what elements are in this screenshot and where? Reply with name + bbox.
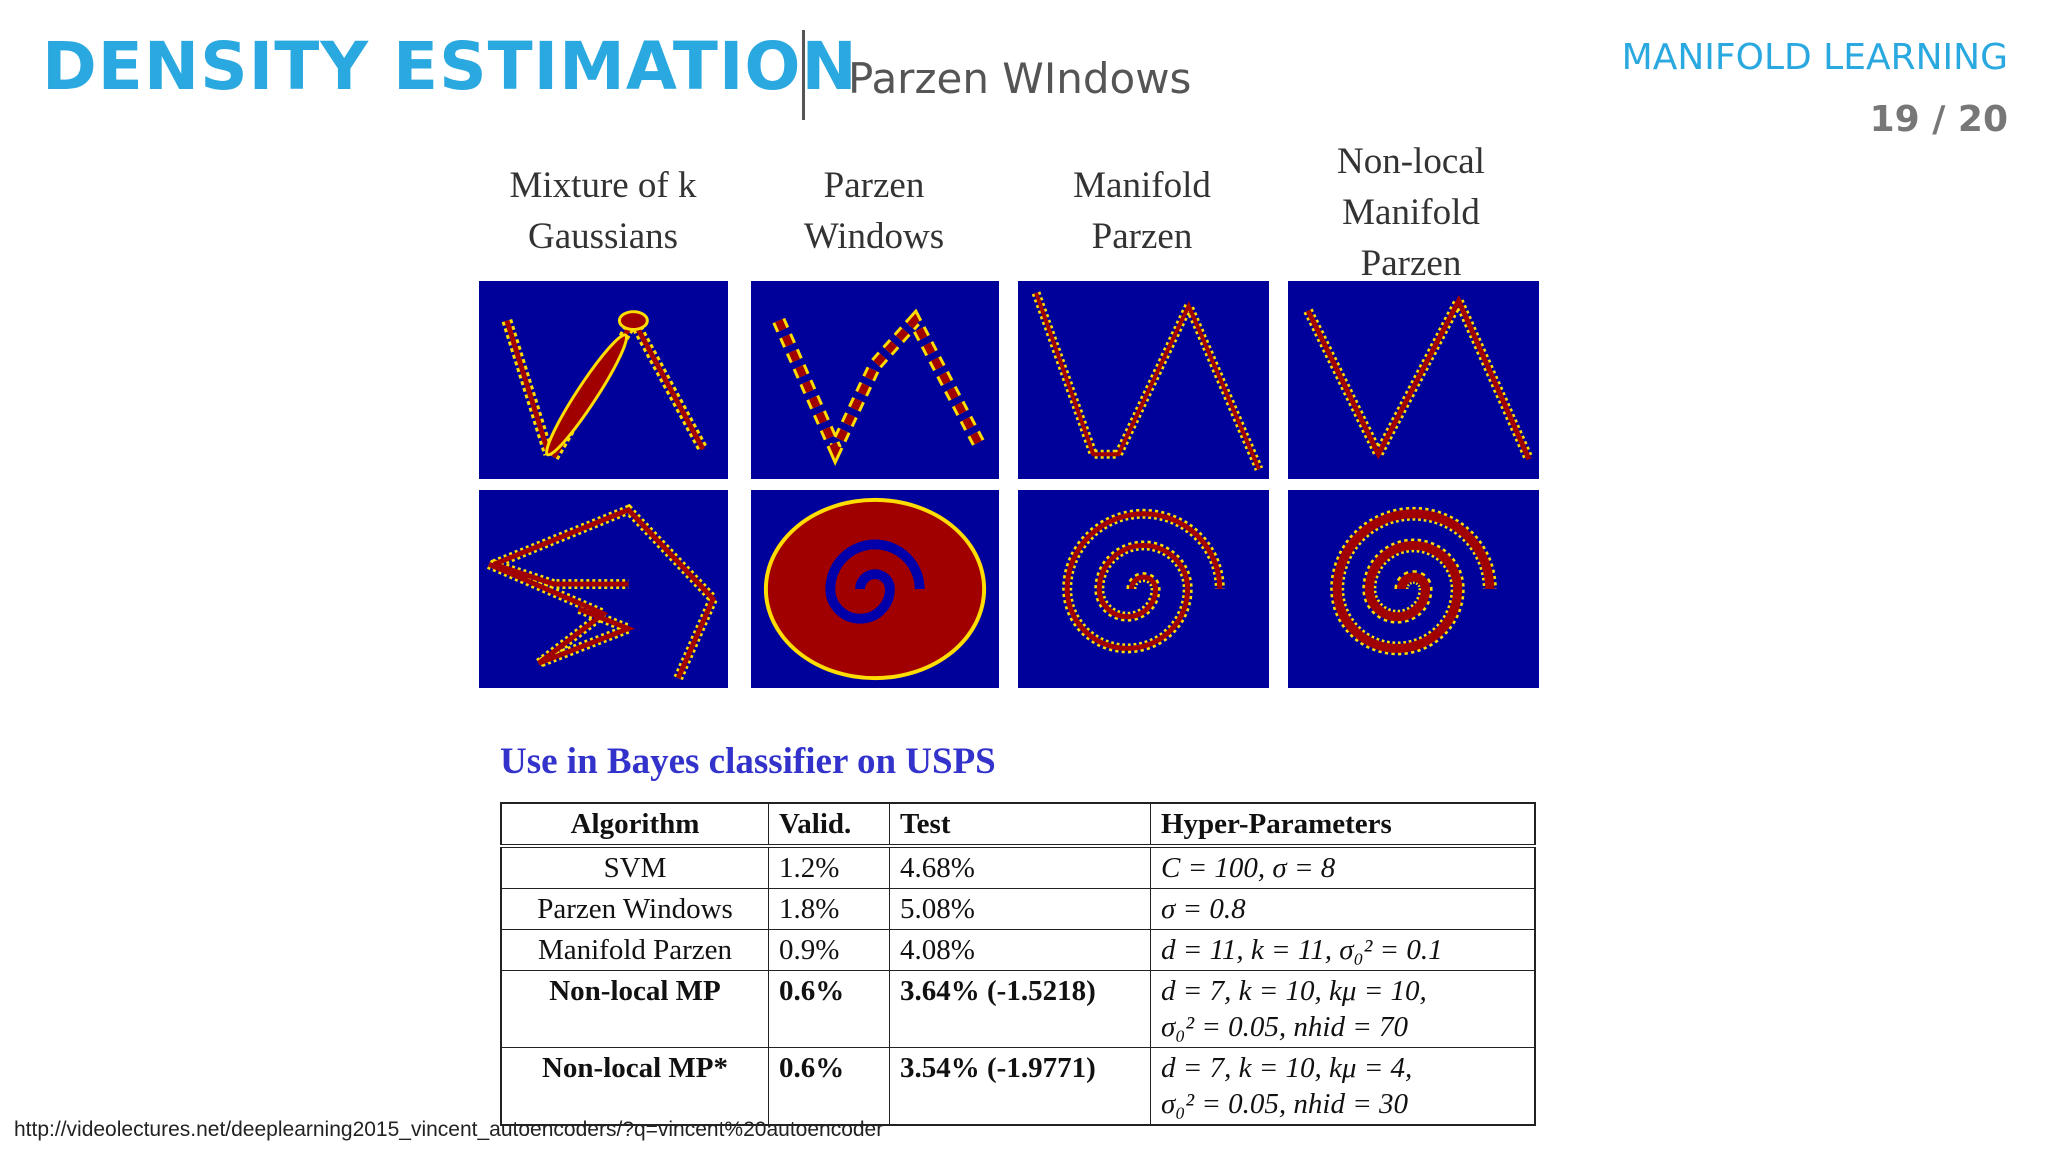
column-heading-line: Parzen [1091,216,1193,257]
table-header-row: Algorithm Valid. Test Hyper-Parameters [500,802,1536,848]
hyper-line: C = 100, σ = 8 [1161,852,1336,884]
header-hyper-parameters: Hyper-Parameters [1150,802,1536,848]
table-row: SVM 1.2% 4.68% C = 100, σ = 8 [500,845,1536,889]
hyper-line: d = 7, k = 10, kμ = 10, [1161,975,1427,1007]
column-heading-mixture: Mixture of k Gaussians [480,160,726,262]
header-test: Test [889,802,1151,848]
hyper-cell: d = 7, k = 10, kμ = 4, σ₀² = 0.05, nhid … [1150,1047,1536,1126]
algorithm-cell: Non-local MP* [500,1047,769,1126]
section-label: MANIFOLD LEARNING [1621,37,2008,78]
column-heading-line: Gaussians [527,216,679,257]
header-algorithm: Algorithm [500,802,769,848]
table-row: Manifold Parzen 0.9% 4.08% d = 11, k = 1… [500,929,1536,971]
table-row: Non-local MP 0.6% 3.64% (-1.5218) d = 7,… [500,970,1536,1048]
test-cell: 3.64% (-1.5218) [889,970,1151,1048]
density-plot-mixture-sinusoid [479,281,728,479]
column-heading-nonlocal: Non-local Manifold Parzen [1288,136,1534,289]
test-cell: 5.08% [889,888,1151,930]
test-cell: 3.54% (-1.9771) [889,1047,1151,1126]
algorithm-cell: SVM [500,845,769,889]
algorithm-cell: Manifold Parzen [500,929,769,971]
header-valid: Valid. [768,802,890,848]
density-plot-mixture-spiral [479,490,728,688]
slide-subtitle: Parzen WIndows [848,54,1192,103]
algorithm-cell: Non-local MP [500,970,769,1048]
test-cell: 4.68% [889,845,1151,889]
table-row: Parzen Windows 1.8% 5.08% σ = 0.8 [500,888,1536,930]
density-plot-parzen-sinusoid [751,281,999,479]
hyper-line: d = 7, k = 10, kμ = 4, [1161,1052,1413,1084]
density-plot-manifold-parzen-sinusoid [1018,281,1269,479]
column-heading-line: Windows [803,216,945,257]
density-plot-manifold-parzen-spiral [1018,490,1269,688]
column-heading-line: Parzen [823,165,925,206]
column-heading-parzen: Parzen Windows [751,160,997,262]
column-heading-line: Manifold [1073,165,1211,206]
density-plot-nonlocal-sinusoid [1288,281,1539,479]
valid-cell: 0.6% [768,970,890,1048]
results-table: Algorithm Valid. Test Hyper-Parameters S… [500,802,1536,1126]
valid-cell: 0.6% [768,1047,890,1126]
hyper-line: σ₀² = 0.05, nhid = 30 [1161,1088,1409,1120]
valid-cell: 1.2% [768,845,890,889]
hyper-cell: σ = 0.8 [1150,888,1536,930]
hyper-line: σ₀² = 0.05, nhid = 70 [1161,1011,1409,1043]
hyper-line: σ = 0.8 [1161,893,1246,925]
column-heading-line: Parzen [1360,243,1462,284]
column-heading-manifold-parzen: Manifold Parzen [1019,160,1265,262]
column-heading-line: Manifold [1342,192,1480,233]
hyper-line: d = 11, k = 11, σ₀² = 0.1 [1161,934,1443,966]
table-row: Non-local MP* 0.6% 3.54% (-1.9771) d = 7… [500,1047,1536,1126]
hyper-cell: d = 7, k = 10, kμ = 10, σ₀² = 0.05, nhid… [1150,970,1536,1048]
test-cell: 4.08% [889,929,1151,971]
slide-title: DENSITY ESTIMATION [42,28,858,105]
title-divider [802,30,805,120]
density-plot-parzen-spiral [751,490,999,688]
valid-cell: 0.9% [768,929,890,971]
column-heading-line: Non-local [1337,141,1485,182]
column-heading-line: Mixture of k [509,165,697,206]
usps-heading: Use in Bayes classifier on USPS [500,741,996,782]
source-url: http://videolectures.net/deeplearning201… [14,1118,884,1141]
valid-cell: 1.8% [768,888,890,930]
hyper-cell: d = 11, k = 11, σ₀² = 0.1 [1150,929,1536,971]
density-plot-nonlocal-spiral [1288,490,1539,688]
page-number: 19 / 20 [1869,99,2008,140]
hyper-cell: C = 100, σ = 8 [1150,845,1536,889]
algorithm-cell: Parzen Windows [500,888,769,930]
